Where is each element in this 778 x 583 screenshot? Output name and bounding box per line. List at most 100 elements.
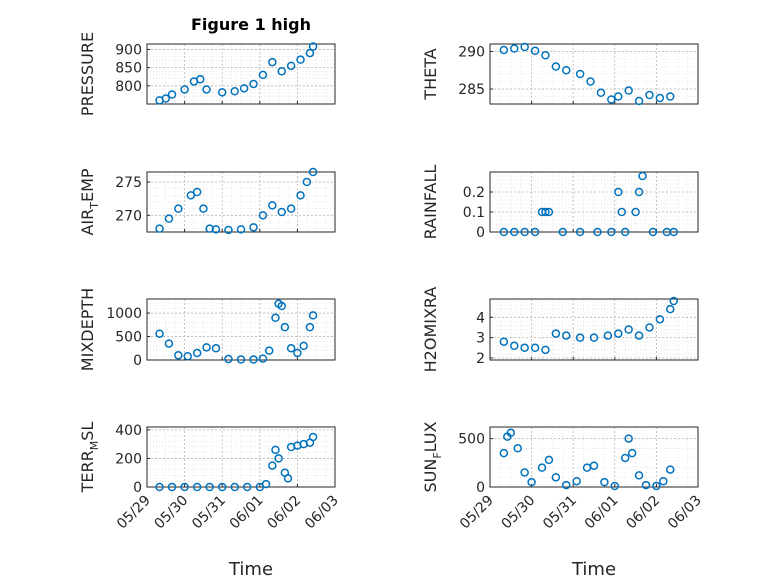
data-point [249,79,258,89]
data-point [308,42,318,51]
data-point [586,77,595,86]
y-tick-label: 3 [476,331,485,347]
data-point [174,351,183,360]
data-point [286,61,296,71]
data-point [610,481,620,491]
data-point [527,477,536,487]
data-point [224,225,233,235]
data-point [572,476,581,486]
axes-frame [489,43,699,105]
y-axis-label: THETA [421,48,440,100]
data-point [655,93,665,103]
data-point [271,313,280,323]
data-point [541,207,550,217]
data-point [520,227,529,237]
data-point [186,191,196,200]
data-point [620,453,630,463]
x-tick-label: 06/02 [264,493,304,533]
data-point [305,48,315,58]
data-point [562,480,571,490]
axes-frame [146,43,336,105]
data-point [600,477,609,487]
data-point [305,322,315,332]
data-point [217,88,227,97]
x-tick-label: 05/29 [114,493,154,533]
data-point [296,55,305,64]
x-tick-label: 06/01 [582,493,622,533]
data-point [634,187,644,197]
data-point [299,341,308,351]
data-point [230,87,239,96]
data-point [575,333,585,342]
data-point [614,329,623,338]
data-point [634,96,644,106]
data-point [530,46,540,55]
data-point [634,471,644,480]
y-tick-label: 4 [476,310,485,326]
data-point [631,207,640,217]
data-point [167,482,177,492]
data-point [589,333,599,342]
data-point [293,348,302,358]
data-point [192,482,202,492]
data-point [224,354,233,364]
data-point [274,454,283,463]
data-point [624,434,633,443]
data-point [645,323,654,332]
y-tick-label: 0 [476,225,485,241]
data-point [164,339,174,348]
y-axis-label: H2OMIXRA [421,287,440,373]
x-tick-label: 06/03 [665,493,705,533]
data-point [243,482,252,492]
x-tick-label: 05/30 [152,493,192,533]
data-point [217,482,227,492]
data-point [648,227,658,237]
data-point [638,171,647,181]
data-point [575,69,585,79]
subplot-pressure: 800 850 900 PRESSURE [78,32,336,116]
data-point [627,448,637,458]
data-point [617,207,626,217]
data-point [249,355,258,364]
data-point [183,351,192,361]
axes-frame [146,171,336,233]
y-tick-label: 0.1 [463,205,485,221]
data-point [283,474,293,483]
data-point [510,341,519,351]
x-tick-label: 06/03 [302,493,342,533]
data-point [513,444,522,453]
data-point [302,177,312,187]
data-point [155,329,164,338]
y-tick-label: 290 [458,45,485,61]
data-point [271,445,280,455]
data-point [308,167,318,177]
data-point [551,62,561,71]
data-point [544,207,554,217]
data-point [264,346,274,355]
axes-frame [489,426,699,488]
data-point [180,482,189,492]
data-point [551,473,561,482]
data-point [506,428,516,438]
data-point [614,92,623,101]
axes-frame [146,426,336,488]
data-point [199,204,208,213]
data-point [530,343,540,353]
data-point [641,480,651,490]
data-point [607,227,616,237]
subplot-mixdepth: 0 500 1000 MIXDEPTH [78,288,336,371]
data-point [161,94,171,103]
x-tick-label: 05/30 [499,493,539,533]
data-point [666,92,675,101]
x-tick-label: 05/29 [457,493,497,533]
data-point [655,315,665,324]
figure-title: Figure 1 high [191,15,311,34]
data-point [268,57,277,67]
data-point [296,191,305,200]
subplot-theta: 285 290 THETA [421,42,699,106]
data-point [230,482,239,492]
data-point [551,329,561,338]
y-tick-label: 500 [115,330,142,346]
data-point [603,331,613,340]
data-point [277,67,286,76]
